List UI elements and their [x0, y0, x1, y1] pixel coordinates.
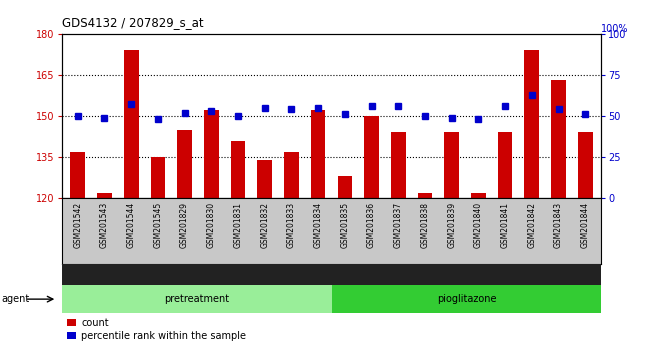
Bar: [70, 152, 85, 198]
Bar: [311, 110, 326, 198]
Text: GSM201829: GSM201829: [180, 201, 189, 247]
Text: GSM201544: GSM201544: [127, 201, 136, 248]
Text: GSM201843: GSM201843: [554, 201, 563, 248]
Bar: [257, 160, 272, 198]
Text: GSM201835: GSM201835: [341, 201, 349, 248]
Text: GSM201844: GSM201844: [580, 201, 590, 248]
Text: GSM201542: GSM201542: [73, 201, 83, 248]
Text: GSM201839: GSM201839: [447, 201, 456, 248]
Bar: [445, 132, 459, 198]
Bar: [151, 157, 165, 198]
Bar: [204, 110, 218, 198]
Bar: [124, 50, 138, 198]
Text: GSM201838: GSM201838: [421, 201, 430, 247]
Bar: [525, 50, 539, 198]
Bar: [498, 132, 512, 198]
Bar: [418, 193, 432, 198]
Text: GSM201842: GSM201842: [527, 201, 536, 247]
Text: GSM201832: GSM201832: [260, 201, 269, 247]
Text: GSM201833: GSM201833: [287, 201, 296, 248]
Bar: [578, 132, 593, 198]
Bar: [551, 80, 566, 198]
Bar: [284, 152, 299, 198]
Bar: [177, 130, 192, 198]
Bar: [337, 176, 352, 198]
Text: GSM201840: GSM201840: [474, 201, 483, 248]
Text: GSM201545: GSM201545: [153, 201, 162, 248]
Text: agent: agent: [1, 294, 29, 304]
Text: GDS4132 / 207829_s_at: GDS4132 / 207829_s_at: [62, 16, 203, 29]
Bar: [391, 132, 406, 198]
Text: pioglitazone: pioglitazone: [437, 294, 496, 304]
Text: GSM201834: GSM201834: [314, 201, 322, 248]
Bar: [364, 116, 379, 198]
Text: 100%: 100%: [601, 24, 629, 34]
Bar: [471, 193, 486, 198]
Text: pretreatment: pretreatment: [164, 294, 229, 304]
Text: GSM201837: GSM201837: [394, 201, 403, 248]
Text: GSM201831: GSM201831: [233, 201, 242, 247]
Text: GSM201543: GSM201543: [100, 201, 109, 248]
Text: GSM201830: GSM201830: [207, 201, 216, 248]
Legend: count, percentile rank within the sample: count, percentile rank within the sample: [66, 318, 246, 341]
Bar: [231, 141, 245, 198]
Bar: [97, 193, 112, 198]
Text: GSM201841: GSM201841: [500, 201, 510, 247]
Text: GSM201836: GSM201836: [367, 201, 376, 248]
